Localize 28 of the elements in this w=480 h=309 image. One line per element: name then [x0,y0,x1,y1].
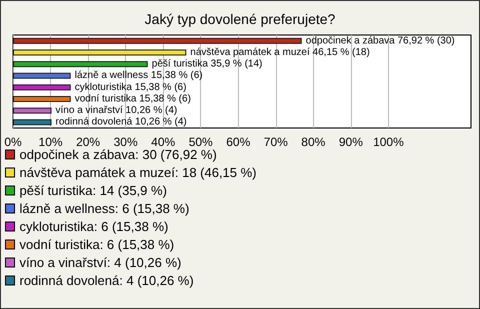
x-tick-label: 70% [264,135,288,149]
x-tick-label: 40% [151,135,176,149]
legend-label: odpočinek a zábava: 30 (76,92 %) [20,147,217,162]
data-label: vodní turistika 15,38 % (6) [74,93,191,104]
chart-title: Jaký typ dovolené preferujete? [144,11,336,27]
legend-label: lázně a wellness: 6 (15,38 %) [20,201,190,216]
x-tick-label: 50% [188,135,214,149]
legend-label: rodinná dovolená: 4 (10,26 %) [20,273,194,288]
legend-label: návštěva památek a muzeí: 18 (46,15 %) [20,165,257,180]
data-label: rodinná dovolená 10,26 % (4) [56,116,187,128]
legend-label: víno a vinařství: 4 (10,26 %) [20,255,182,270]
legend-label: vodní turistika: 6 (15,38 %) [20,237,174,252]
x-tick-label: 10% [38,135,63,149]
data-label: cykloturistika 15,38 % (6) [74,82,186,93]
legend-label: cykloturistika: 6 (15,38 %) [20,219,168,234]
data-label: odpočinek a zábava 76,92 % (30) [306,35,455,46]
x-tick-label: 60% [226,135,251,149]
data-label: návštěva památek a muzeí 46,15 % (18) [190,46,370,58]
x-tick-label: 20% [76,135,100,149]
x-tick-label: 90% [338,135,364,149]
legend-label: pěší turistika: 14 (35,9 %) [20,183,167,198]
x-tick-label: 80% [301,135,326,149]
x-tick-label: 0% [4,135,22,149]
data-label: víno a vinařství 10,26 % (4) [56,105,178,116]
x-tick-label: 100% [373,135,404,149]
data-label: pěší turistika 35,9 % (14) [152,58,262,70]
data-label: lázně a wellness 15,38 % (6) [74,70,203,82]
x-tick-label: 30% [114,135,138,149]
